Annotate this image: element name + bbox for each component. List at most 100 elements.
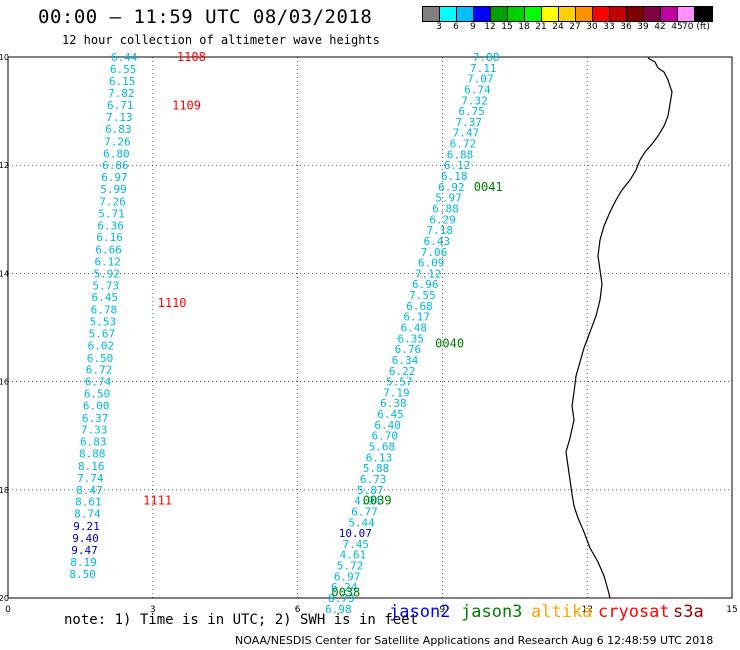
swh-value-jason3: 6.17 [403,311,430,324]
swh-value-cryosat: 6.97 [101,171,128,184]
satellite-legend-cryosat: cryosat [598,602,670,622]
track-time-jason3: 0041 [474,180,503,194]
swh-value-cryosat: 6.71 [107,99,134,112]
scale-swatch [627,7,644,21]
track-time-jason3: 0040 [435,337,464,351]
swh-value-cryosat: 6.02 [88,339,115,352]
scale-label: 9 [470,22,476,32]
swh-value-jason3: 7.88 [473,51,500,64]
scale-label: 36 [620,22,632,32]
swh-value-jason3: 6.74 [464,83,491,96]
swh-value-cryosat: 5.67 [89,327,116,340]
swh-value-cryosat: 5.99 [100,183,127,196]
swh-value-cryosat: 8.19 [70,556,97,569]
swh-value-jason3: 6.97 [334,570,361,583]
y-tick-label: -12 [0,161,9,170]
x-tick-label: 15 [726,605,737,615]
swh-value-cryosat: 6.83 [80,436,107,449]
scale-label: 12 [484,22,496,32]
swh-value-cryosat: 6.00 [83,399,110,412]
swh-value-cryosat: 9.40 [72,532,99,545]
swh-value-cryosat: 6.12 [94,255,121,268]
swh-value-jason3: 6.75 [458,105,485,118]
swh-value-cryosat: 6.50 [84,388,111,401]
swh-value-jason3: 6.34 [392,354,419,367]
track-time-jason3: 0038 [331,586,360,600]
swh-value-jason3: 6.72 [450,138,477,151]
track-time-cryosat: 1110 [158,296,187,310]
track-time-jason3: 0039 [363,494,392,508]
scale-swatch [423,7,440,21]
satellite-legend-s3a: s3a [673,602,704,622]
scale-swatch [610,7,627,21]
scale-swatch [491,7,508,21]
swh-value-jason3: 5.97 [435,192,462,205]
swh-value-cryosat: 6.37 [82,412,109,425]
swh-value-cryosat: 6.55 [110,63,137,76]
footer-note: note: 1) Time is in UTC; 2) SWH is in fe… [64,612,419,628]
swh-value-cryosat: 6.80 [103,147,130,160]
swh-value-jason3: 5.72 [337,560,364,573]
swh-value-jason3: 6.73 [360,473,387,486]
swh-value-jason3: 7.45 [343,538,370,551]
wave-height-color-scale [422,6,713,22]
scale-swatch [644,7,661,21]
scale-swatch [440,7,457,21]
satellite-legend-altika: altika [531,602,593,622]
swh-value-jason3: 6.35 [398,332,425,345]
swh-value-jason3: 6.43 [424,235,451,248]
scale-label: 6 [453,22,459,32]
swh-value-jason3: 6.13 [366,451,393,464]
swh-value-cryosat: 6.44 [111,51,138,64]
swh-value-cryosat: 8.61 [75,496,102,509]
swh-value-cryosat: 6.78 [91,304,118,317]
scale-swatch [525,7,542,21]
swh-value-jason3: 6.40 [374,419,401,432]
y-tick-label: -16 [0,378,9,387]
scale-swatch [508,7,525,21]
swh-value-cryosat: 5.71 [98,207,125,220]
swh-value-jason3: 7.06 [421,246,448,259]
swh-value-cryosat: 6.74 [85,376,112,389]
scale-swatch [457,7,474,21]
track-time-cryosat: 1108 [177,50,206,64]
swh-value-cryosat: 6.86 [102,159,129,172]
swh-value-jason3: 7.37 [455,116,482,129]
swh-value-jason3: 7.55 [409,289,436,302]
swh-value-jason3: 6.96 [412,278,439,291]
swh-value-jason3: 6.12 [444,159,471,172]
swh-value-jason3: 5.68 [369,441,396,454]
scale-label: 33 [603,22,615,32]
swh-value-jason3: 6.18 [441,170,468,183]
scale-label: 3 [436,22,442,32]
footer-credit: NOAA/NESDIS Center for Satellite Applica… [235,634,714,647]
swh-value-jason3: 7.18 [427,224,454,237]
chart-subtitle: 12 hour collection of altimeter wave hei… [62,33,380,47]
swh-value-jason3: 4.61 [340,549,367,562]
track-time-cryosat: 1111 [143,494,172,508]
swh-value-cryosat: 8.47 [76,484,103,497]
swh-value-cryosat: 9.21 [73,520,100,533]
x-tick-label: 9 [440,605,446,615]
swh-value-cryosat: 8.50 [69,568,96,581]
chart-title: 00:00 – 11:59 UTC 08/03/2018 [38,6,373,28]
swh-value-cryosat: 7.74 [77,472,104,485]
swh-value-jason3: 8.73 [328,592,355,605]
scale-label: 45 [671,22,683,32]
scale-label: 24 [552,22,564,32]
swh-value-cryosat: 5.53 [90,316,117,329]
x-tick-label: 6 [295,605,301,615]
swh-value-jason3: 6.76 [395,343,422,356]
satellite-legend-jason2: jason2 [389,602,451,622]
scale-label: 42 [654,22,666,32]
plot-frame [7,56,733,599]
scale-swatch [593,7,610,21]
y-tick-label: -20 [0,594,9,603]
swh-value-jason3: 5.87 [357,484,384,497]
scale-swatch [695,7,712,21]
swh-value-jason3: 6.09 [418,257,445,270]
swh-value-cryosat: 5.92 [93,267,120,280]
swh-value-cryosat: 7.33 [81,424,108,437]
